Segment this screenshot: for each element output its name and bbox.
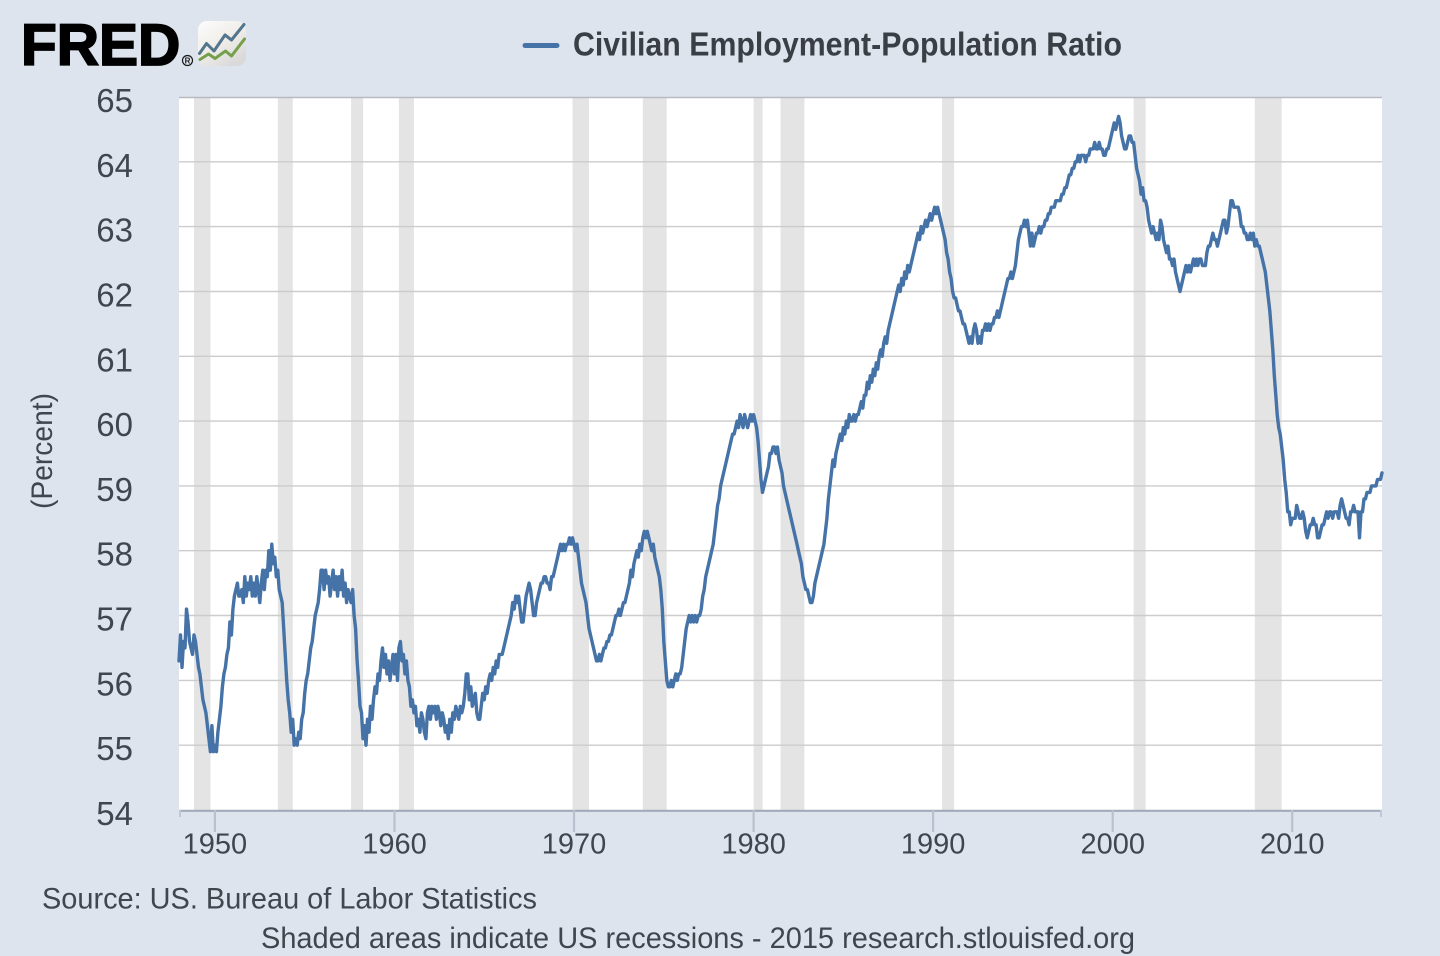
- svg-text:64: 64: [96, 147, 133, 184]
- svg-text:R: R: [185, 57, 191, 66]
- svg-text:65: 65: [96, 82, 133, 119]
- svg-text:56: 56: [96, 665, 133, 702]
- svg-text:Shaded areas indicate US reces: Shaded areas indicate US recessions - 20…: [261, 922, 1135, 955]
- svg-text:1970: 1970: [542, 829, 607, 861]
- svg-text:59: 59: [96, 471, 133, 508]
- svg-text:57: 57: [96, 601, 133, 638]
- svg-text:58: 58: [96, 536, 133, 573]
- svg-text:1950: 1950: [183, 829, 248, 861]
- svg-text:2010: 2010: [1260, 829, 1325, 861]
- svg-text:1960: 1960: [362, 829, 427, 861]
- svg-text:61: 61: [96, 341, 133, 378]
- svg-text:1990: 1990: [901, 829, 966, 861]
- svg-text:Source: US. Bureau of Labor St: Source: US. Bureau of Labor Statistics: [42, 883, 537, 916]
- svg-text:FRED: FRED: [21, 13, 180, 78]
- svg-text:60: 60: [96, 406, 133, 443]
- svg-text:2000: 2000: [1080, 829, 1145, 861]
- svg-text:(Percent): (Percent): [26, 393, 59, 509]
- svg-text:55: 55: [96, 730, 133, 767]
- svg-text:62: 62: [96, 277, 133, 314]
- svg-text:Civilian Employment-Population: Civilian Employment-Population Ratio: [573, 26, 1122, 63]
- svg-text:63: 63: [96, 212, 133, 249]
- svg-text:54: 54: [96, 795, 133, 832]
- svg-text:1980: 1980: [721, 829, 786, 861]
